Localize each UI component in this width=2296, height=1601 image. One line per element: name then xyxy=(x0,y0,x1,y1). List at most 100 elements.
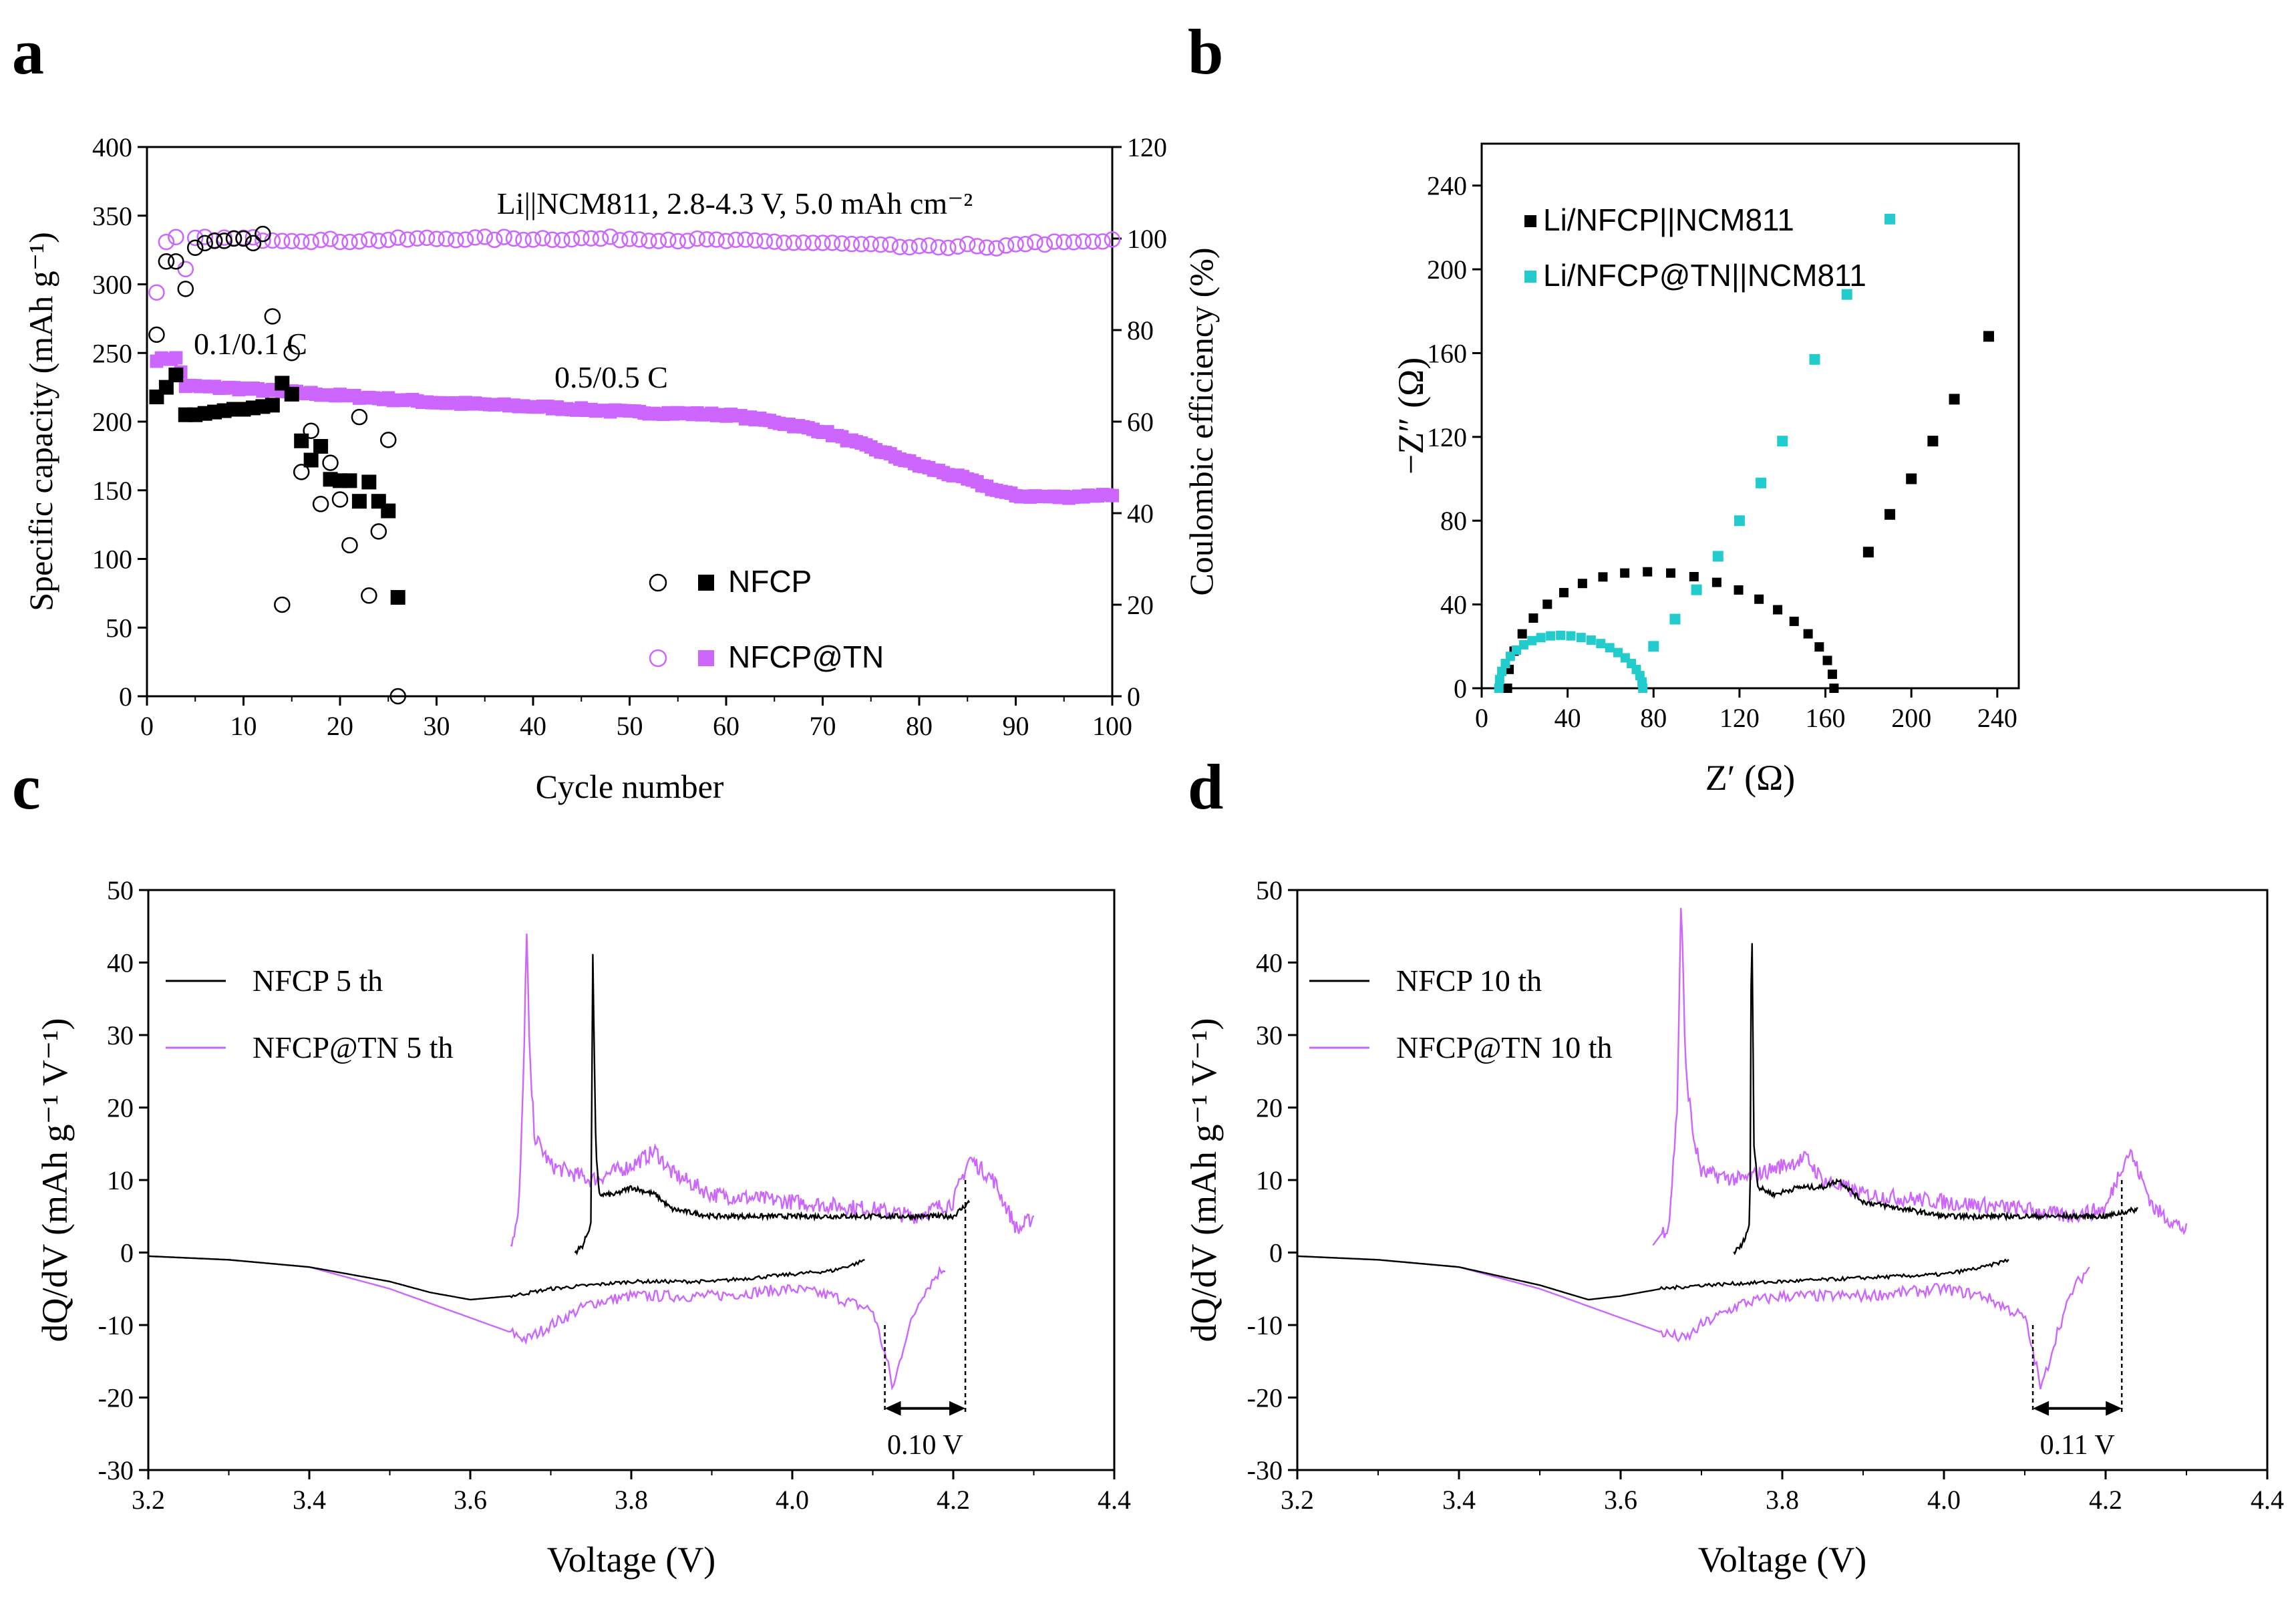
data-point-nfcp-tn-efficiency xyxy=(255,232,271,249)
series-nfcp-tn-charge xyxy=(510,933,1035,1247)
data-point-eis-nfcp-tn xyxy=(1518,639,1528,649)
data-point-nfcp-tn-efficiency xyxy=(341,233,358,251)
data-point-nfcp-tn-efficiency xyxy=(708,231,725,248)
data-point-nfcp-tn-efficiency xyxy=(370,233,387,249)
data-point-nfcp-tn-efficiency xyxy=(650,233,667,249)
data-point-nfcp-tn-efficiency xyxy=(795,234,812,251)
x-tick-label: 3.4 xyxy=(293,1485,326,1515)
y2-tick-label: 80 xyxy=(1127,315,1154,345)
data-point-nfcp-efficiency xyxy=(206,233,223,249)
legend-marker-nfcp-open xyxy=(649,573,667,592)
data-point-nfcp-efficiency xyxy=(293,464,310,480)
data-point-nfcp-tn-efficiency xyxy=(853,236,870,253)
data-point-nfcp-tn-efficiency xyxy=(457,231,474,248)
y-tick-label: 20 xyxy=(107,1093,134,1123)
annotation-condition: Li||NCM811, 2.8-4.3 V, 5.0 mAh cm⁻² xyxy=(497,186,973,221)
x-tick-label: 80 xyxy=(906,711,933,741)
data-point-eis-tail-nfcp xyxy=(1906,473,1917,484)
x-tick-label: 3.2 xyxy=(1281,1485,1314,1515)
data-point-eis-nfcp xyxy=(1577,579,1587,589)
data-point-nfcp-tn-efficiency xyxy=(438,231,455,247)
data-point-nfcp-tn-efficiency xyxy=(891,239,909,255)
x-tick-label: 30 xyxy=(424,711,450,741)
data-point-nfcp-efficiency xyxy=(264,308,281,325)
y-tick-label: -30 xyxy=(98,1455,134,1485)
data-point-nfcp-tn-capacity xyxy=(169,351,183,365)
data-point-nfcp-efficiency xyxy=(196,235,213,252)
data-point-nfcp-efficiency xyxy=(380,432,397,448)
data-point-nfcp-efficiency xyxy=(283,345,300,361)
data-point-nfcp-tn-efficiency xyxy=(988,240,1005,257)
legend-marker-nfcp xyxy=(1524,215,1536,227)
data-point-nfcp-tn-efficiency xyxy=(959,235,976,253)
x-tick-label: 10 xyxy=(230,711,257,741)
data-point-nfcp-tn-efficiency xyxy=(563,231,581,248)
series-nfcp-charge xyxy=(1733,943,2138,1256)
data-point-nfcp-tn-efficiency xyxy=(689,230,705,247)
y-tick-label: 50 xyxy=(1256,875,1283,905)
data-point-eis-nfcp-tn xyxy=(1638,684,1648,693)
series-nfcp-discharge xyxy=(1297,1255,2009,1301)
data-point-nfcp-capacity xyxy=(342,473,357,488)
gap-arrow-head-right xyxy=(949,1401,966,1416)
data-point-nfcp-tn-efficiency xyxy=(283,233,300,250)
data-point-nfcp-tn-efficiency xyxy=(930,239,947,256)
data-point-eis-nfcp-tn xyxy=(1546,631,1556,641)
data-point-nfcp-efficiency xyxy=(312,496,329,513)
data-point-eis-tail-nfcp xyxy=(1862,547,1874,558)
data-point-eis-tail-nfcp-tn xyxy=(1648,641,1659,652)
legend-marker-nfcp-tn-filled xyxy=(698,650,714,666)
series-nfcp-discharge xyxy=(148,1255,865,1301)
data-point-eis-nfcp xyxy=(1620,568,1630,578)
y-tick-label: 300 xyxy=(92,270,132,300)
x-tick-label: 4.4 xyxy=(2251,1485,2284,1515)
data-point-nfcp-efficiency xyxy=(351,408,368,426)
panel-label-b: b xyxy=(1188,16,1224,88)
data-point-nfcp-tn-efficiency xyxy=(882,236,898,253)
series-nfcp-tn-charge xyxy=(1652,907,2188,1246)
y-tick-label: 0 xyxy=(120,1238,134,1268)
panel-label-c: c xyxy=(12,751,41,823)
data-point-nfcp-tn-efficiency xyxy=(776,235,792,251)
y-tick-label: 80 xyxy=(1440,506,1467,536)
chart-c-group: 3.2 3.4 3.6 3.8 4.0 4.2 4.4 -30 -20 -10 0 10 20 30 40 5… xyxy=(35,875,1131,1580)
x-tick-label: 60 xyxy=(713,711,740,741)
data-point-eis-nfcp-tn xyxy=(1605,643,1615,653)
data-point-eis-tail-nfcp-tn xyxy=(1809,353,1820,365)
data-point-nfcp-tn-efficiency xyxy=(843,235,860,253)
x-tick-label: 4.0 xyxy=(1927,1485,1961,1515)
data-point-nfcp-tn-efficiency xyxy=(148,284,165,301)
data-point-eis-nfcp xyxy=(1754,594,1764,604)
data-point-nfcp-capacity xyxy=(168,368,184,383)
data-point-eis-tail-nfcp-tn xyxy=(1691,584,1702,595)
data-point-nfcp-tn-efficiency xyxy=(969,238,985,255)
x-tick-label: 100 xyxy=(1092,711,1132,741)
data-point-eis-nfcp xyxy=(1822,656,1832,666)
x-tick-label: 40 xyxy=(520,711,546,741)
y-tick-label: 40 xyxy=(107,948,134,978)
legend-label-nfcp: NFCP 10 th xyxy=(1396,964,1542,998)
data-point-eis-nfcp xyxy=(1643,567,1653,577)
data-point-eis-nfcp-tn xyxy=(1512,645,1522,655)
data-point-nfcp-efficiency xyxy=(168,253,184,270)
y2-tick-label: 60 xyxy=(1127,407,1154,437)
x-tick-label: 3.6 xyxy=(1604,1485,1637,1515)
data-point-nfcp-capacity xyxy=(303,452,319,468)
x-tick-label: 3.8 xyxy=(1766,1485,1799,1515)
x-axis-title: Cycle number xyxy=(536,768,724,805)
y-axis-title: dQ/dV (mAh g⁻¹ V⁻¹) xyxy=(35,1018,75,1342)
data-point-nfcp-capacity xyxy=(294,433,309,448)
x-tick-label: 50 xyxy=(617,711,643,741)
chart-a-group: 0 10 20 30 40 50 60 70 80 90 100050100150200250300… xyxy=(22,132,1220,805)
y-tick-label: 50 xyxy=(106,613,132,643)
x-tick-label: 3.8 xyxy=(615,1485,648,1515)
data-point-nfcp-tn-efficiency xyxy=(727,231,744,249)
data-point-nfcp-tn-efficiency xyxy=(524,231,542,248)
data-point-nfcp-tn-efficiency xyxy=(766,233,783,250)
legend-label-nfcp-tn: Li/NFCP@TN||NCM811 xyxy=(1543,258,1866,293)
data-point-nfcp-tn-efficiency xyxy=(641,233,657,249)
data-point-eis-tail-nfcp-tn xyxy=(1841,289,1852,300)
y-tick-label: 240 xyxy=(1427,171,1467,201)
data-point-nfcp-tn-efficiency xyxy=(669,233,686,250)
data-point-nfcp-tn-efficiency xyxy=(717,233,735,250)
